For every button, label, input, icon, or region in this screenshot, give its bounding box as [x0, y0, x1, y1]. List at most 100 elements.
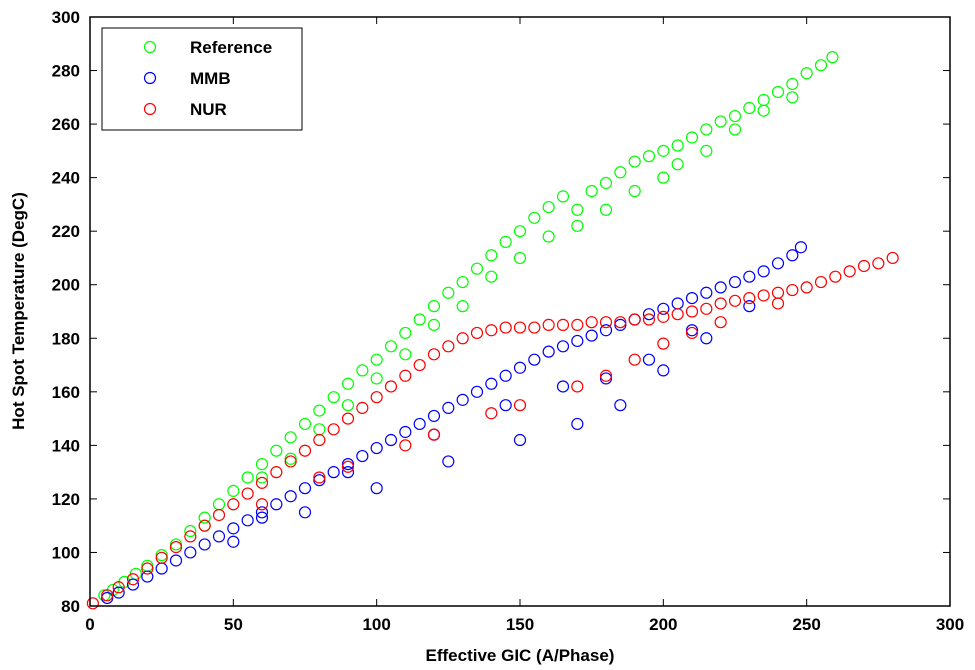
legend-marker-reference	[143, 40, 157, 54]
data-point-reference-67	[341, 399, 355, 412]
y-tick-label-240: 240	[52, 169, 80, 188]
data-point-mmb-16	[327, 466, 340, 479]
data-point-mmb-5	[169, 554, 183, 567]
data-point-reference-6	[169, 538, 183, 551]
data-point-nur-43	[700, 302, 713, 315]
data-point-reference-19	[356, 364, 369, 377]
data-point-mmb-28	[499, 369, 512, 382]
data-point-nur-42	[685, 305, 699, 318]
data-point-nur-40	[657, 310, 670, 323]
data-point-reference-49	[786, 77, 799, 91]
data-point-reference-63	[728, 123, 742, 136]
data-point-reference-73	[671, 158, 684, 171]
y-tick-label-120: 120	[52, 490, 80, 509]
data-point-mmb-57	[657, 364, 670, 377]
data-point-mmb-35	[599, 324, 613, 337]
data-point-reference-62	[700, 144, 713, 157]
data-point-nur-64	[771, 297, 785, 310]
data-point-mmb-45	[743, 270, 756, 283]
data-point-nur-33	[556, 318, 570, 331]
data-point-mmb-18	[356, 449, 369, 463]
data-point-nur-46	[743, 292, 756, 305]
data-point-nur-20	[370, 391, 383, 404]
data-point-nur-52	[829, 270, 842, 283]
data-point-reference-65	[786, 91, 799, 104]
data-point-reference-71	[571, 219, 584, 232]
data-point-reference-15	[298, 417, 312, 431]
y-tick-label-280: 280	[52, 62, 80, 81]
data-point-nur-37	[614, 316, 627, 329]
data-point-reference-38	[628, 155, 641, 168]
data-point-nur-31	[528, 321, 541, 334]
data-point-nur-36	[599, 316, 613, 329]
data-point-nur-19	[356, 401, 369, 414]
data-point-nur-10	[227, 498, 240, 511]
data-point-mmb-60	[255, 511, 269, 524]
data-point-reference-12	[255, 458, 269, 471]
data-point-nur-16	[313, 433, 326, 447]
data-point-nur-53	[843, 265, 856, 278]
data-point-mmb-20	[384, 433, 398, 447]
data-point-mmb-52	[370, 482, 383, 495]
data-point-nur-28	[485, 324, 498, 337]
legend-marker-mmb	[143, 71, 157, 85]
data-point-nur-56	[886, 251, 899, 265]
data-point-reference-35	[585, 184, 598, 198]
data-point-nur-70	[685, 326, 699, 340]
data-point-reference-8	[198, 511, 211, 524]
data-point-nur-32	[542, 318, 555, 331]
data-point-nur-6	[169, 540, 183, 554]
data-point-mmb-59	[743, 300, 756, 313]
data-point-reference-51	[814, 59, 828, 72]
data-point-nur-23	[413, 358, 426, 372]
data-point-reference-41	[671, 139, 684, 152]
data-point-nur-11	[241, 487, 254, 500]
data-point-nur-14	[284, 455, 297, 468]
data-point-nur-8	[198, 519, 211, 532]
x-tick-label-100: 100	[362, 615, 390, 634]
data-point-nur-67	[485, 407, 498, 420]
data-point-reference-0	[98, 589, 111, 602]
x-axis-title: Effective GIC (A/Phase)	[426, 646, 615, 665]
data-point-mmb-15	[313, 474, 326, 487]
data-point-reference-36	[599, 176, 613, 190]
data-point-mmb-32	[556, 340, 570, 353]
data-point-nur-63	[714, 316, 727, 329]
data-point-nur-27	[470, 326, 484, 340]
data-point-mmb-39	[657, 302, 670, 315]
data-point-nur-39	[642, 313, 656, 326]
y-tick-label-140: 140	[52, 436, 80, 455]
data-point-mmb-65	[599, 372, 613, 385]
data-point-mmb-50	[227, 535, 240, 548]
data-point-mmb-61	[341, 466, 355, 479]
data-point-mmb-67	[685, 324, 699, 337]
data-point-mmb-34	[585, 329, 598, 342]
data-point-reference-31	[528, 211, 541, 224]
y-tick-label-180: 180	[52, 329, 80, 348]
data-point-mmb-30	[528, 353, 541, 366]
data-point-reference-46	[743, 101, 756, 115]
x-tick-label-300: 300	[936, 615, 964, 634]
legend: Reference MMB NUR	[101, 27, 303, 131]
data-point-mmb-8	[212, 530, 226, 543]
data-point-reference-48	[771, 85, 785, 99]
data-point-reference-64	[757, 104, 770, 117]
data-point-reference-30	[513, 225, 527, 238]
data-point-mmb-42	[700, 286, 713, 299]
data-point-mmb-53	[442, 455, 455, 468]
data-point-mmb-1	[112, 586, 125, 599]
data-point-mmb-31	[542, 345, 555, 358]
data-point-nur-54	[857, 259, 871, 273]
data-point-reference-45	[728, 109, 742, 123]
data-point-reference-42	[685, 131, 699, 144]
data-point-mmb-54	[513, 433, 527, 447]
data-point-reference-72	[628, 184, 641, 198]
data-point-mmb-38	[642, 308, 656, 321]
data-point-mmb-21	[399, 425, 412, 439]
x-tick-label-200: 200	[649, 615, 677, 634]
data-point-reference-20	[370, 353, 383, 366]
data-point-nur-7	[184, 530, 197, 543]
data-point-nur-9	[212, 508, 226, 522]
data-point-mmb-44	[728, 275, 742, 289]
data-point-reference-43	[700, 123, 713, 136]
